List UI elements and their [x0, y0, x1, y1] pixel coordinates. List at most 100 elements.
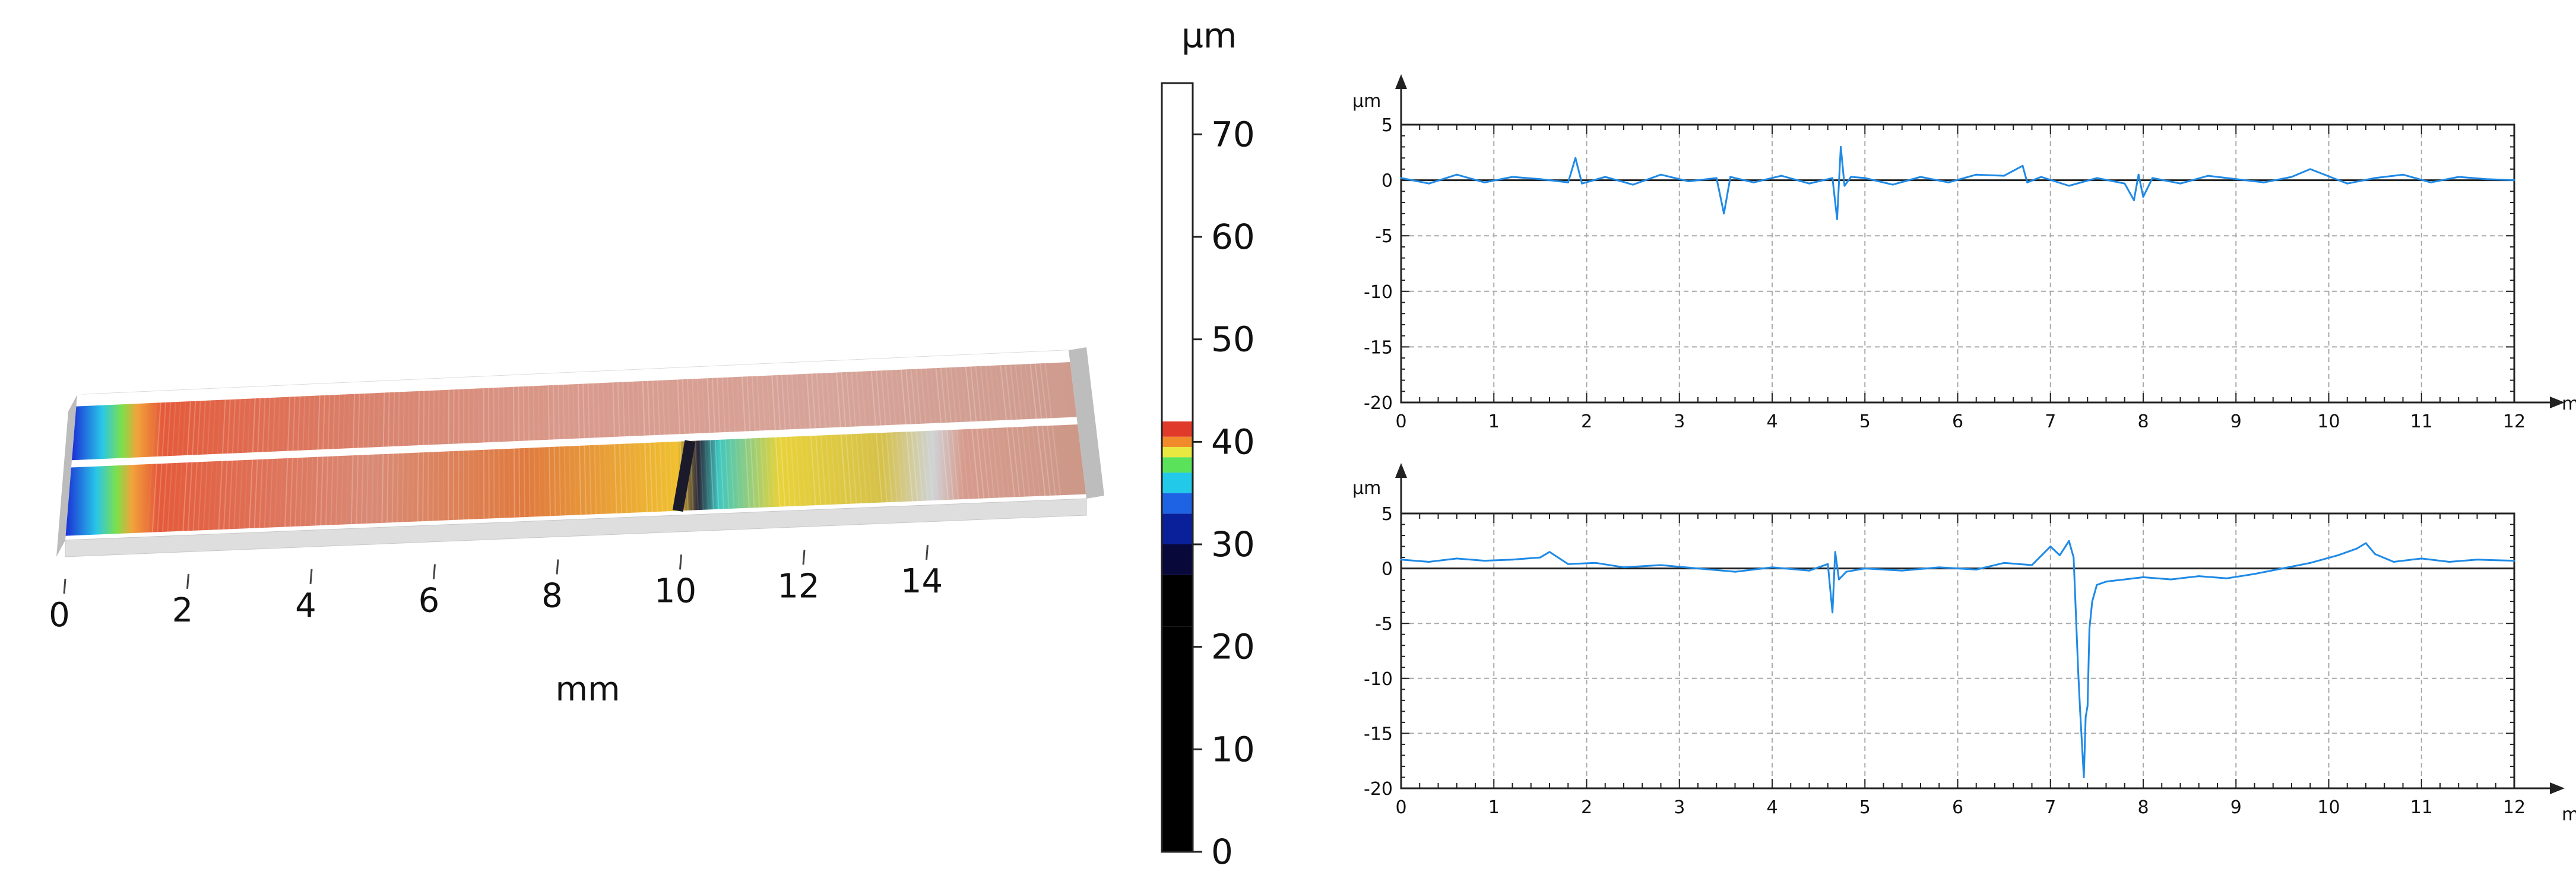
x-tick-label: 8 [2137, 797, 2149, 818]
surface-texture-line [856, 371, 861, 427]
surface-texture-line [795, 436, 801, 506]
surface-texture-line [816, 373, 821, 429]
surface-texture-line [835, 435, 842, 505]
surface-texture-line [891, 432, 898, 502]
surface-texture-line [186, 401, 191, 455]
profile-data-point [2207, 175, 2209, 177]
profile-data-point [1632, 183, 1634, 186]
profile-data-point [1843, 185, 1846, 187]
surface-texture-line [632, 381, 635, 436]
surface-texture-line [955, 367, 962, 422]
surface-texture-line [1006, 427, 1015, 497]
surface-texture-line [401, 453, 404, 522]
surface-texture-line [362, 393, 365, 448]
surface-texture-line [366, 455, 369, 524]
surface-texture-line [659, 442, 663, 512]
surface-texture-line [1016, 427, 1025, 497]
colorbar-band [1162, 436, 1193, 447]
surface-texture-line [682, 379, 686, 434]
profile-data-point [1834, 551, 1836, 553]
y-tick-label: 0 [1382, 171, 1393, 192]
x-axis-tick-mark [679, 554, 682, 570]
surface-texture-line [337, 394, 341, 449]
surface-texture-line [208, 461, 213, 530]
x-tick-label: 11 [2410, 411, 2433, 427]
surface-texture-line [920, 369, 927, 424]
surface-texture-line [796, 374, 801, 429]
profile-data-point [1864, 177, 1866, 179]
surface-texture-line [202, 400, 207, 455]
surface-texture-line [905, 432, 913, 502]
surface-texture-line [826, 373, 831, 428]
surface-texture-line [543, 447, 546, 516]
profile-data-point [2263, 181, 2265, 183]
x-tick-label: 10 [2317, 411, 2340, 427]
profile-data-point [1836, 218, 1838, 220]
surface-texture-line [177, 462, 183, 531]
profile-data-point [2142, 576, 2144, 578]
surface-texture-line [1041, 426, 1051, 496]
y-tick-label: -15 [1364, 337, 1393, 358]
surface-texture-line [264, 459, 268, 528]
surface-texture-line [791, 374, 796, 429]
profile-data-point [1548, 551, 1551, 553]
surface-texture-line [372, 393, 375, 448]
profile-data-point [2088, 627, 2090, 630]
profile-data-point [1832, 177, 1834, 179]
surface-texture-line [711, 378, 716, 433]
profile-data-point [1864, 567, 1866, 570]
colorbar-band [1162, 457, 1193, 473]
profile-data-point [1771, 566, 1773, 569]
surface-texture-line [423, 391, 425, 445]
surface-texture-line [347, 394, 350, 449]
surface-texture-line [267, 398, 271, 452]
surface-block [56, 347, 1104, 557]
profile-data-point [1832, 611, 1834, 614]
colorbar-band [1162, 626, 1193, 852]
surface-texture-line [317, 395, 321, 450]
profile-data-point [1456, 557, 1458, 560]
profile-data-point [2040, 176, 2042, 178]
surface-texture-line [624, 443, 628, 513]
x-axis-tick-mark [186, 573, 189, 589]
profile-data-point [1891, 183, 1894, 186]
block-back-wall [77, 349, 1083, 395]
profile-data-point [2152, 177, 2154, 179]
surface-texture-line [407, 453, 409, 522]
surface-texture-line [657, 380, 661, 435]
profile-data-point [1660, 173, 1662, 176]
surface-texture-line [367, 393, 370, 448]
colorbar-tick-label: 10 [1211, 729, 1255, 769]
surface-texture-line [935, 367, 942, 423]
surface-texture-line [382, 392, 385, 447]
surface-texture-line [612, 382, 615, 437]
surface-texture-line [573, 446, 576, 515]
lower-track-surface [65, 424, 1086, 536]
surface-texture-line [951, 429, 959, 500]
surface-texture-line [706, 378, 711, 433]
surface-texture-line [614, 444, 617, 513]
surface-texture-line [965, 366, 972, 422]
profile-data-point [1400, 177, 1402, 179]
colorbar: µm 0 10 20 30 40 50 60 70 [1128, 0, 1324, 872]
profile-data-point [2091, 600, 2093, 603]
surface-texture-line [971, 429, 980, 499]
surface-texture-line [740, 439, 745, 509]
surface-texture-line [248, 459, 254, 529]
profile-1-y-unit: µm [1352, 91, 1381, 112]
surface-texture-line [167, 463, 173, 532]
colorbar-band [1162, 493, 1193, 514]
surface-texture-line [901, 432, 908, 502]
surface-texture-line [776, 375, 781, 430]
surface-texture-line [915, 369, 922, 424]
surface-texture-line [257, 398, 261, 452]
surface-texture-line [639, 443, 643, 513]
surface-texture-line [945, 367, 952, 423]
surface-texture-line [513, 448, 515, 518]
surface-texture-line [1051, 425, 1062, 496]
colorbar-tick-label: 40 [1211, 421, 1255, 462]
surface-texture-line [895, 369, 902, 425]
profile-data-point [2429, 181, 2432, 183]
